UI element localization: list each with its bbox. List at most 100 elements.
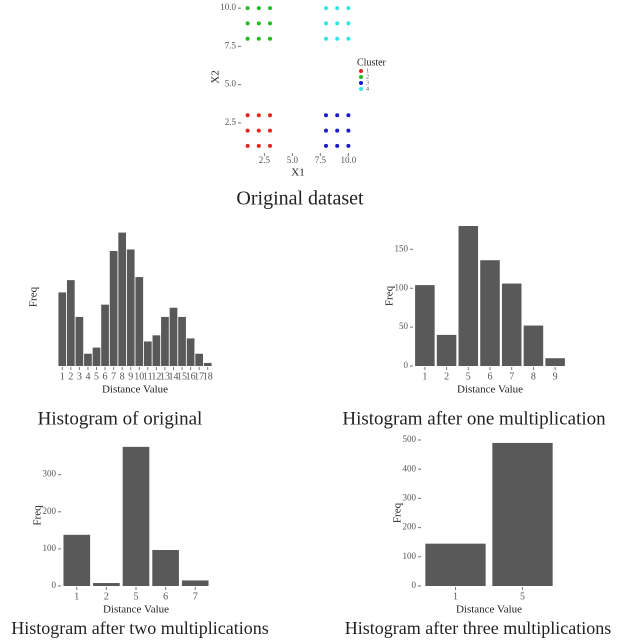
- caption: Original dataset: [236, 188, 364, 210]
- bar: [58, 292, 67, 366]
- y-tick-label: 5.0: [225, 79, 237, 89]
- x-tick-label: 5: [520, 591, 525, 602]
- y-tick-label: 500: [403, 434, 417, 444]
- x-tick-label: 10.0: [341, 155, 357, 165]
- point: [268, 36, 272, 41]
- y-axis-label: X2: [210, 70, 222, 83]
- point: [324, 143, 328, 148]
- point: [324, 128, 328, 133]
- caption: Histogram after three multiplications: [345, 618, 611, 638]
- point: [335, 21, 340, 26]
- point: [256, 113, 261, 118]
- bar: [436, 334, 457, 366]
- y-tick-label: 50: [399, 321, 409, 331]
- legend-swatch: [359, 87, 363, 91]
- bar: [480, 260, 500, 366]
- point: [346, 143, 351, 148]
- point: [346, 6, 351, 11]
- point: [245, 143, 250, 148]
- x-axis-label: X1: [291, 167, 304, 179]
- bar: [458, 226, 479, 366]
- y-tick-label: 100: [43, 543, 57, 553]
- legend-label: 2: [366, 74, 369, 80]
- x-tick-label: 14: [169, 371, 179, 382]
- bar: [425, 543, 486, 586]
- x-tick-label: 2: [104, 591, 109, 602]
- x-tick-label: 15: [177, 371, 187, 382]
- y-tick-label: 2.5: [225, 117, 237, 127]
- x-tick-label: 5: [134, 591, 139, 602]
- x-tick-label: 2: [68, 371, 73, 382]
- y-tick-label: 400: [403, 463, 417, 473]
- x-tick-label: 11: [143, 371, 153, 382]
- x-tick-label: 3: [77, 371, 82, 382]
- y-tick-label: 300: [43, 469, 57, 479]
- point: [335, 36, 340, 41]
- point: [335, 113, 340, 118]
- y-tick-label: 100: [403, 551, 417, 561]
- point: [335, 6, 340, 11]
- x-tick-label: 17: [194, 371, 204, 382]
- x-tick-label: 8: [120, 371, 125, 382]
- caption: Histogram after one multiplication: [342, 408, 606, 429]
- point: [256, 21, 261, 26]
- x-tick-label: 13: [160, 371, 170, 382]
- x-tick-label: 7: [193, 591, 198, 602]
- bar: [126, 249, 135, 366]
- bar: [186, 338, 195, 366]
- point: [256, 6, 261, 11]
- bar: [152, 550, 179, 586]
- bar: [169, 307, 178, 366]
- point: [256, 36, 261, 41]
- point: [335, 128, 340, 133]
- caption: Histogram of original: [38, 408, 203, 429]
- x-tick-label: 7: [111, 371, 116, 382]
- x-tick-label: 1: [74, 591, 79, 602]
- y-tick-label: 10.0: [220, 2, 236, 12]
- point: [346, 113, 351, 118]
- y-tick-label: 0: [412, 580, 417, 590]
- x-tick-label: 6: [103, 371, 108, 382]
- x-axis-label: Distance Value: [456, 604, 522, 616]
- legend-label: 3: [366, 80, 369, 86]
- bar: [195, 353, 204, 366]
- bar: [63, 534, 91, 586]
- point: [245, 128, 250, 133]
- point: [324, 21, 328, 26]
- point: [324, 6, 328, 11]
- point: [335, 143, 340, 148]
- bar: [101, 304, 109, 366]
- point: [256, 128, 261, 133]
- x-tick-label: 10: [134, 371, 144, 382]
- x-tick-label: 6: [488, 371, 493, 382]
- bar: [161, 316, 169, 366]
- x-tick-label: 16: [186, 371, 196, 382]
- x-tick-label: 7.5: [315, 155, 327, 165]
- x-tick-label: 1: [453, 591, 458, 602]
- y-tick-label: 300: [403, 492, 417, 502]
- point: [346, 36, 351, 41]
- point: [245, 6, 250, 11]
- point: [268, 6, 272, 11]
- y-tick-label: 100: [395, 282, 409, 292]
- point: [324, 113, 328, 118]
- bar: [122, 446, 150, 586]
- x-tick-label: 2: [444, 371, 449, 382]
- y-axis-label: Freq: [28, 286, 40, 307]
- x-axis-label: Distance Value: [103, 604, 169, 616]
- bar: [135, 277, 144, 366]
- y-axis-label: Freq: [392, 502, 404, 523]
- y-tick-label: 150: [395, 243, 409, 253]
- bar: [109, 251, 118, 366]
- point: [268, 21, 272, 26]
- x-tick-label: 7: [509, 371, 514, 382]
- bar: [93, 583, 120, 586]
- bar: [92, 347, 101, 366]
- legend-label: 4: [366, 86, 369, 92]
- point: [245, 113, 250, 118]
- bar: [492, 442, 553, 586]
- x-tick-label: 1: [60, 371, 65, 382]
- y-tick-label: 200: [43, 506, 57, 516]
- bar: [523, 325, 544, 366]
